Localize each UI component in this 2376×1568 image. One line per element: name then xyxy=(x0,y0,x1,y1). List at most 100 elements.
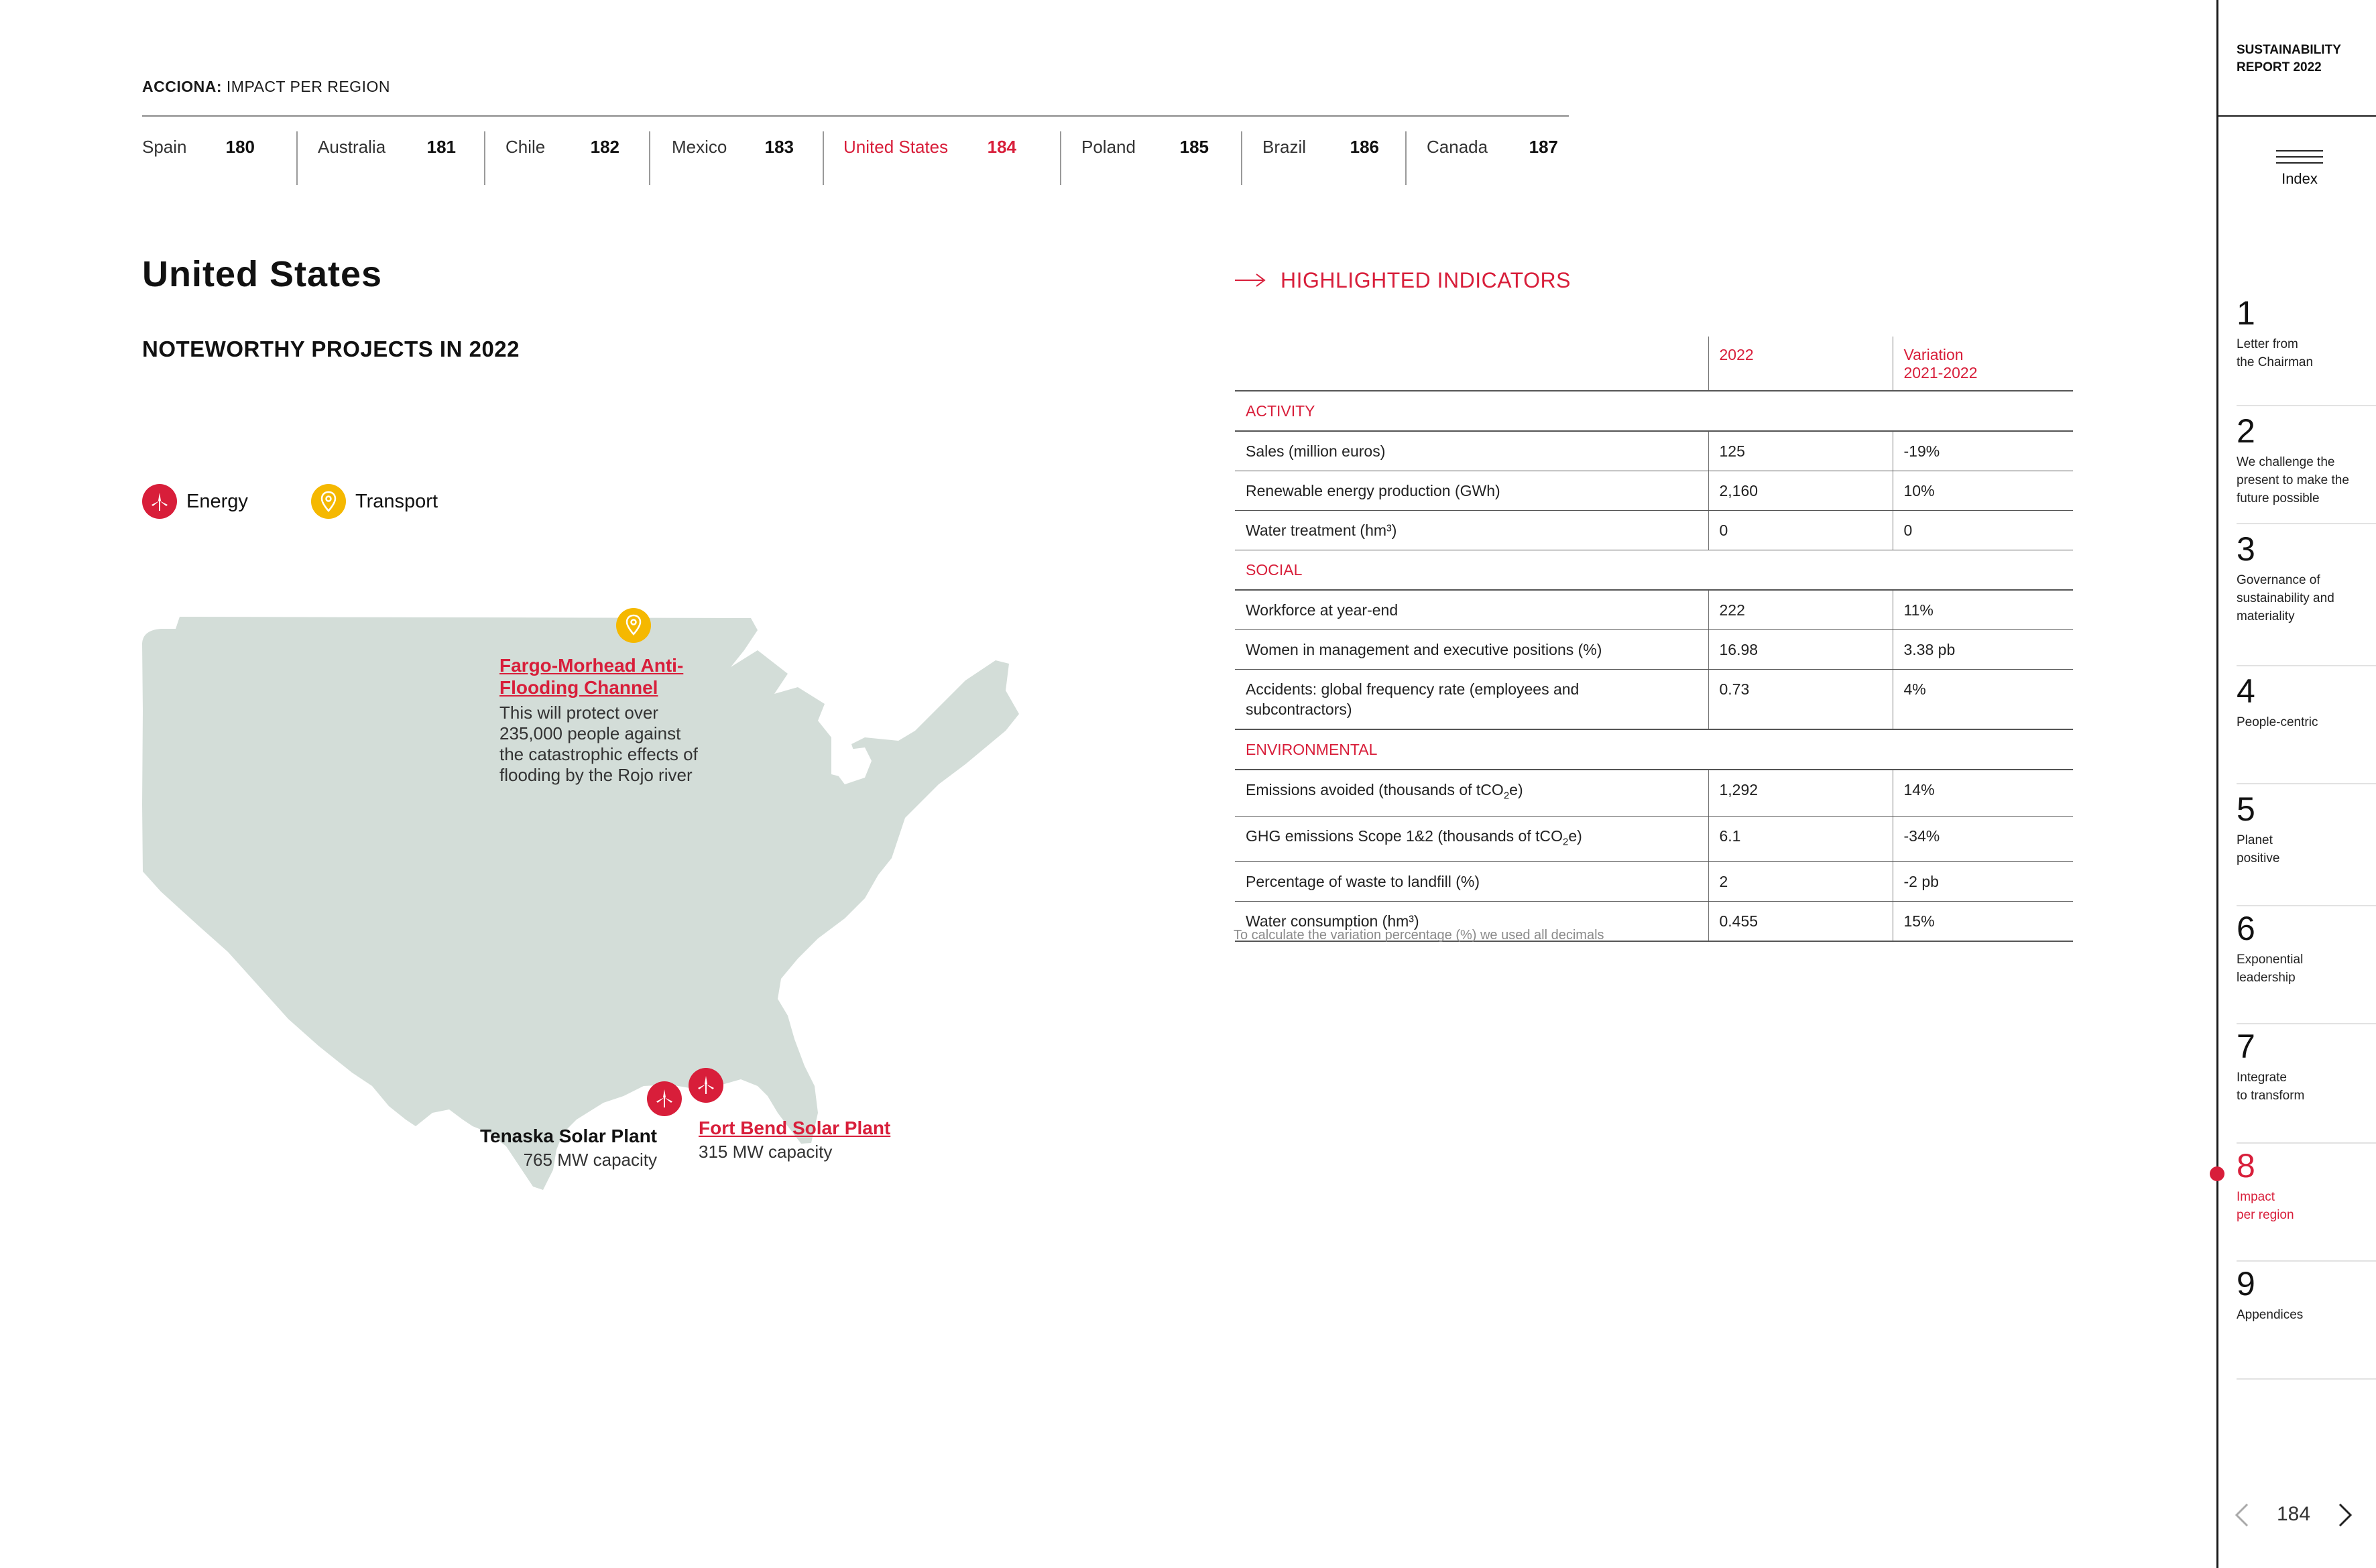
section-label: IMPACT PER REGION xyxy=(226,78,390,95)
chapter-number: 3 xyxy=(2237,530,2255,568)
tab-label: Canada xyxy=(1427,137,1488,157)
value-variation: -19% xyxy=(1892,431,2073,471)
value-2022: 16.98 xyxy=(1708,629,1893,670)
value-2022: 2,160 xyxy=(1708,471,1893,511)
value-2022: 222 xyxy=(1708,590,1893,630)
value-2022: 125 xyxy=(1708,431,1893,471)
chapter-divider xyxy=(2237,1142,2376,1144)
project-tenaska: Tenaska Solar Plant 765 MW capacity xyxy=(442,1125,657,1170)
project-fargo: Fargo-Morhead Anti- Flooding Channel This… xyxy=(499,654,741,786)
tab-page: 183 xyxy=(764,137,794,157)
chapter-number: 2 xyxy=(2237,412,2255,450)
indicator-label: Water treatment (hm³) xyxy=(1235,510,1708,550)
chapter-divider xyxy=(2237,665,2376,666)
chapter-8[interactable]: 8 Impact per region xyxy=(2237,1148,2376,1224)
legend-label: Transport xyxy=(355,490,438,512)
value-2022: 6.1 xyxy=(1708,816,1893,863)
previous-page-button[interactable] xyxy=(2233,1502,2251,1532)
map-pin-transport[interactable] xyxy=(615,607,652,647)
chapter-label: Appendices xyxy=(2237,1308,2304,1322)
tab-page: 186 xyxy=(1350,137,1379,157)
chapter-9[interactable]: 9 Appendices xyxy=(2237,1266,2376,1324)
value-variation: 0 xyxy=(1892,510,2073,550)
indicator-label: Sales (million euros) xyxy=(1235,431,1708,471)
tab-poland[interactable]: Poland 185 xyxy=(1081,131,1209,185)
value-2022: 2 xyxy=(1708,861,1893,902)
tab-label: Poland xyxy=(1081,137,1136,157)
tab-canada[interactable]: Canada 187 xyxy=(1427,131,1558,185)
tab-label: United States xyxy=(843,137,949,157)
tab-page: 185 xyxy=(1179,137,1209,157)
chapter-label: Planet positive xyxy=(2237,833,2280,865)
table-section-row: SOCIAL xyxy=(1235,550,2073,591)
wind-turbine-icon xyxy=(689,1068,723,1103)
chapter-number: 9 xyxy=(2237,1265,2255,1303)
tab-mexico[interactable]: Mexico 183 xyxy=(672,131,794,185)
indicators-title: HIGHLIGHTED INDICATORS xyxy=(1281,268,1571,292)
value-variation: 11% xyxy=(1892,590,2073,630)
chapter-divider xyxy=(2237,783,2376,784)
indicator-label: Water consumption (hm³) xyxy=(1235,901,1708,943)
value-variation: -2 pb xyxy=(1892,861,2073,902)
tab-spain[interactable]: Spain 180 xyxy=(142,131,255,185)
next-page-button[interactable] xyxy=(2336,1502,2355,1532)
project-description: 765 MW capacity xyxy=(523,1150,657,1170)
indicators-table: 2022 Variation 2021-2022 ACTIVITY Sales (… xyxy=(1235,337,2073,943)
chapter-1[interactable]: 1 Letter from the Chairman xyxy=(2237,295,2376,371)
value-2022: 0 xyxy=(1708,510,1893,550)
map-pin-tenaska[interactable] xyxy=(646,1081,682,1120)
table-row: Sales (million euros) 125 -19% xyxy=(1235,431,2073,471)
value-variation: 3.38 pb xyxy=(1892,629,2073,670)
value-2022: 0.455 xyxy=(1708,901,1893,943)
chapter-4[interactable]: 4 People-centric xyxy=(2237,673,2376,731)
chevron-right-icon xyxy=(2338,1503,2353,1527)
map-pin-fort-bend[interactable] xyxy=(688,1067,724,1107)
table-header-row: 2022 Variation 2021-2022 xyxy=(1235,337,2073,391)
brand-label: ACCIONA: xyxy=(142,78,222,95)
chapter-5[interactable]: 5 Planet positive xyxy=(2237,791,2376,867)
chapter-3[interactable]: 3 Governance of sustainability and material… xyxy=(2237,531,2376,625)
chapter-number: 1 xyxy=(2237,294,2255,332)
header-divider xyxy=(142,115,1569,117)
indicator-label: Percentage of waste to landfill (%) xyxy=(1235,861,1708,902)
table-row: Emissions avoided (thousands of tCO2e) 1,… xyxy=(1235,770,2073,817)
section-header: ACCIONA: IMPACT PER REGION xyxy=(142,78,390,96)
us-map-shape xyxy=(142,617,1019,1190)
chapter-label: Exponential leadership xyxy=(2237,953,2304,985)
project-title-link[interactable]: Fort Bend Solar Plant xyxy=(699,1118,891,1138)
tab-label: Australia xyxy=(318,137,386,157)
tab-page: 182 xyxy=(590,137,619,157)
tab-page: 187 xyxy=(1529,137,1558,157)
sidebar-border xyxy=(2216,0,2218,1568)
project-title-link[interactable]: Fargo-Morhead Anti- Flooding Channel xyxy=(499,655,684,698)
legend-label: Energy xyxy=(186,490,248,512)
index-button[interactable]: Index xyxy=(2266,150,2333,197)
chapter-label: People-centric xyxy=(2237,715,2318,729)
project-fort-bend: Fort Bend Solar Plant 315 MW capacity xyxy=(699,1117,940,1162)
indicator-label: Emissions avoided (thousands of tCO2e) xyxy=(1235,770,1708,817)
chapter-divider xyxy=(2237,1260,2376,1262)
chapter-label: We challenge the present to make the futur… xyxy=(2237,455,2349,505)
chapter-7[interactable]: 7 Integrate to transform xyxy=(2237,1028,2376,1105)
section-subtitle: NOTEWORTHY PROJECTS IN 2022 xyxy=(142,337,520,361)
chevron-left-icon xyxy=(2235,1503,2249,1527)
value-2022: 0.73 xyxy=(1708,669,1893,730)
section-label: ACTIVITY xyxy=(1235,391,2073,432)
tab-australia[interactable]: Australia 181 xyxy=(318,131,456,185)
tab-divider xyxy=(649,131,650,185)
project-description: This will protect over 235,000 people aga… xyxy=(499,703,698,785)
wind-turbine-icon xyxy=(142,484,177,519)
table-row: GHG emissions Scope 1&2 (thousands of tC… xyxy=(1235,816,2073,863)
chapter-divider xyxy=(2237,523,2376,524)
value-variation: 4% xyxy=(1892,669,2073,730)
table-row: Water treatment (hm³) 0 0 xyxy=(1235,510,2073,550)
table-row: Workforce at year-end 222 11% xyxy=(1235,590,2073,630)
tab-united-states[interactable]: United States 184 xyxy=(843,131,1016,185)
column-header-variation: Variation 2021-2022 xyxy=(1892,337,2073,391)
chapter-2[interactable]: 2 We challenge the present to make the futu… xyxy=(2237,413,2376,507)
column-header-2022: 2022 xyxy=(1708,337,1893,391)
tab-brazil[interactable]: Brazil 186 xyxy=(1262,131,1379,185)
chapter-6[interactable]: 6 Exponential leadership xyxy=(2237,910,2376,987)
location-pin-icon xyxy=(311,484,346,519)
tab-chile[interactable]: Chile 182 xyxy=(506,131,619,185)
